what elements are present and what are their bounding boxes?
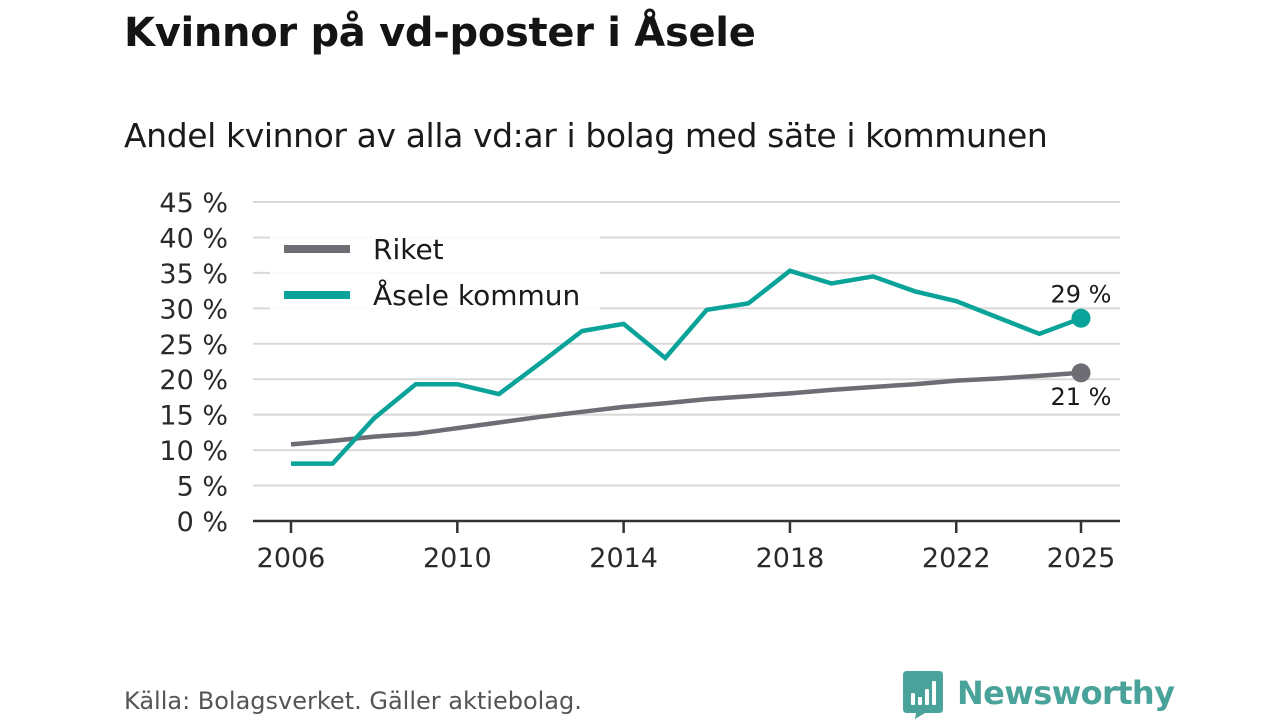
newsworthy-logo-icon <box>903 671 943 719</box>
brand-logo: Newsworthy <box>903 671 1175 719</box>
legend-label: Riket <box>373 233 444 266</box>
x-tick-label: 2010 <box>423 543 492 574</box>
y-tick-label: 0 % <box>177 507 228 538</box>
y-tick-label: 15 % <box>159 401 228 432</box>
legend-label: Åsele kommun <box>373 278 580 312</box>
x-tick-label: 2006 <box>257 543 326 574</box>
end-point-riket <box>1071 363 1091 383</box>
y-tick-label: 10 % <box>159 436 228 467</box>
end-label-asele: 29 % <box>1051 280 1112 308</box>
series-line-asele <box>291 268 1082 466</box>
chart-title: Kvinnor på vd-poster i Åsele <box>124 10 756 56</box>
x-tick-label: 2014 <box>589 543 658 574</box>
x-tick-label: 2018 <box>756 543 825 574</box>
y-tick-label: 25 % <box>159 330 228 361</box>
chart-subtitle: Andel kvinnor av alla vd:ar i bolag med … <box>124 116 1048 155</box>
end-label-riket: 21 % <box>1051 383 1112 411</box>
source-note: Källa: Bolagsverket. Gäller aktiebolag. <box>124 687 582 715</box>
y-tick-label: 5 % <box>177 472 228 503</box>
brand-name: Newsworthy <box>957 674 1175 712</box>
y-tick-label: 30 % <box>159 294 228 325</box>
x-tick-label: 2025 <box>1047 543 1116 574</box>
x-tick-label: 2022 <box>922 543 991 574</box>
y-tick-label: 40 % <box>159 223 228 254</box>
y-tick-label: 45 % <box>159 188 228 219</box>
y-tick-label: 20 % <box>159 365 228 396</box>
series-line-riket <box>290 370 1082 447</box>
end-point-asele <box>1071 308 1091 328</box>
y-tick-label: 35 % <box>159 259 228 290</box>
